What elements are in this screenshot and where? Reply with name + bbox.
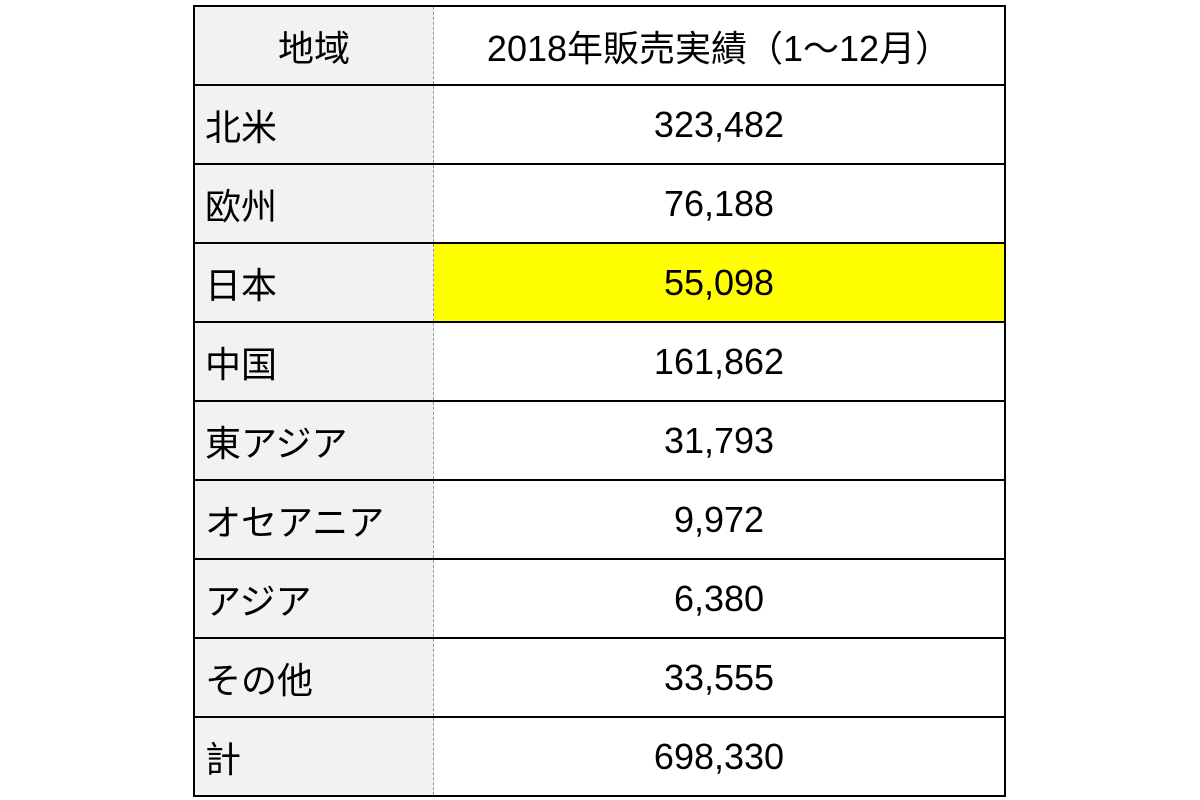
region-cell: 東アジア [194, 400, 434, 480]
table-row: その他 33,555 [194, 637, 1005, 717]
region-cell: 欧州 [194, 163, 434, 243]
sales-cell: 6,380 [433, 558, 1005, 638]
sales-cell: 9,972 [433, 479, 1005, 559]
sales-cell: 31,793 [433, 400, 1005, 480]
sales-cell: 55,098 [433, 242, 1005, 322]
table-row: 東アジア 31,793 [194, 400, 1005, 480]
sales-table: 地域 2018年販売実績（1～12月） 北米 323,482 欧州 76,188 日本 5… [193, 5, 1006, 797]
table-row: オセアニア 9,972 [194, 479, 1005, 559]
sales-cell: 698,330 [433, 716, 1005, 796]
region-cell: 中国 [194, 321, 434, 401]
region-cell: アジア [194, 558, 434, 638]
sales-cell: 33,555 [433, 637, 1005, 717]
table-row: 日本 55,098 [194, 242, 1005, 322]
sales-cell: 323,482 [433, 84, 1005, 164]
sales-cell: 161,862 [433, 321, 1005, 401]
sales-cell: 76,188 [433, 163, 1005, 243]
header-row: 地域 2018年販売実績（1～12月） [194, 6, 1005, 85]
table-row: 北米 323,482 [194, 84, 1005, 164]
table-row: アジア 6,380 [194, 558, 1005, 638]
region-cell: 北米 [194, 84, 434, 164]
region-cell: オセアニア [194, 479, 434, 559]
header-cell: 2018年販売実績（1～12月） [433, 6, 1005, 85]
table-row: 中国 161,862 [194, 321, 1005, 401]
region-cell: その他 [194, 637, 434, 717]
header-cell: 地域 [194, 6, 434, 85]
region-cell: 計 [194, 716, 434, 796]
table-row: 計 698,330 [194, 716, 1005, 796]
table-row: 欧州 76,188 [194, 163, 1005, 243]
region-cell: 日本 [194, 242, 434, 322]
